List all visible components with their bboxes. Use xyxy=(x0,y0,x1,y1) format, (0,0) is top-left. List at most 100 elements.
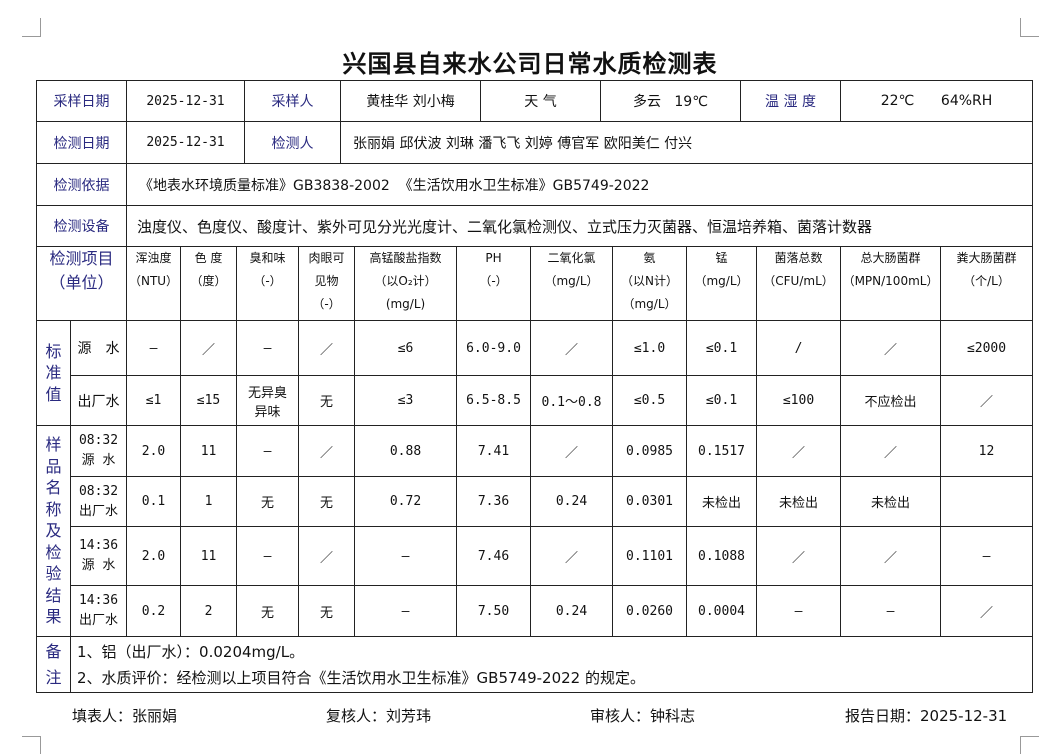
results-table: 检测项目 （单位） 浑浊度 （NTU）色 度 （度） 臭和味 （-） 肉眼可 见物 （… xyxy=(35,246,1033,693)
standard-value: ≤0.1 xyxy=(686,320,758,376)
items-header-label: 检测项目 （单位） xyxy=(35,246,128,321)
sample-date: 2025-12-31 xyxy=(126,80,245,122)
sample-value: 无 xyxy=(298,476,356,527)
sample-value: 12 xyxy=(940,425,1033,477)
sample-row: 样品名称及检验结果 08:32 源 水 2.0 11— ／ 0.88 7.41 ／ 0.0985… xyxy=(36,425,1033,637)
column-header: 浑浊度 （NTU） xyxy=(126,246,182,321)
sample-value: 7.46 xyxy=(456,526,532,586)
humidity-label: 温 湿 度 xyxy=(740,80,841,122)
sample-value: 未检出 xyxy=(686,476,758,527)
sample-value: 无 xyxy=(236,476,300,527)
sample-name: 08:32 源 水 xyxy=(69,425,128,477)
test-date: 2025-12-31 xyxy=(126,121,245,164)
sample-value: 无 xyxy=(298,585,356,637)
info-row-2: 检测日期 2025-12-31 检测人 张丽娟 邱伏波 刘琳 潘飞飞 刘婷 傅官… xyxy=(36,121,1033,164)
standard-value: ／ xyxy=(298,320,356,376)
standard-value: ≤100 xyxy=(756,375,842,426)
sample-value: ／ xyxy=(840,526,942,586)
temp-humidity: 22℃ 64%RH xyxy=(840,80,1033,122)
weather-label: 天 气 xyxy=(480,80,601,122)
standards-label: 标准值 xyxy=(36,320,71,426)
sample-value: ／ xyxy=(530,526,614,586)
corner-mark xyxy=(22,736,41,754)
standard-value: ／ xyxy=(940,375,1033,426)
sample-value: 0.0985 xyxy=(612,425,688,477)
samples-label-text: 样品名称及检验结果 xyxy=(45,435,62,627)
sample-value: ／ xyxy=(530,425,614,477)
weather: 多云 19℃ xyxy=(600,80,741,122)
info-row-1: 采样日期 2025-12-31 采样人 黄桂华 刘小梅 天 气 多云 19℃ 温… xyxy=(36,80,1033,122)
standard-value: ≤2000 xyxy=(940,320,1033,376)
column-header: 粪大肠菌群 （个/L） xyxy=(940,246,1033,321)
sample-value: — xyxy=(840,585,942,637)
reviewed-by: 复核人：刘芳玮 xyxy=(326,707,432,725)
remarks: 1、铝（出厂水）：0.0204mg/L。 2、水质评价：经检测以上项目符合《生活饮… xyxy=(70,636,1033,693)
standard-value: ≤6 xyxy=(354,320,458,376)
samplers: 黄桂华 刘小梅 xyxy=(340,80,481,122)
equipment: 浊度仪、色度仪、酸度计、紫外可见分光光度计、二氧化氯检测仪、立式压力灭菌器、恒温… xyxy=(126,205,1033,247)
report-date: 报告日期：2025-12-31 xyxy=(845,707,1008,725)
column-header: 菌落总数 （CFU/mL） xyxy=(756,246,842,321)
standard-value: 6.0-9.0 xyxy=(456,320,532,376)
sampler-label: 采样人 xyxy=(244,80,341,122)
remark-line: 2、水质评价：经检测以上项目符合《生活饮用水卫生标准》GB5749-2022 的… xyxy=(77,668,645,687)
testers: 张丽娟 邱伏波 刘琳 潘飞飞 刘婷 傅官军 欧阳美仁 付兴 xyxy=(340,121,1033,164)
sample-value: ／ xyxy=(940,585,1033,637)
page-title: 兴国县自来水公司日常水质检测表 xyxy=(342,49,718,78)
sample-value: 0.2 xyxy=(126,585,182,637)
sample-value: ／ xyxy=(298,526,356,586)
column-header: 总大肠菌群 （MPN/100mL） xyxy=(840,246,942,321)
sample-value: 7.50 xyxy=(456,585,532,637)
sample-row: 14:36 出厂水 0.2 2 无无 —7.50 0.24 0.0260 0.0004— — ／ xyxy=(37,585,1033,637)
remark-line: 1、铝（出厂水）：0.0204mg/L。 xyxy=(77,642,305,661)
sample-value: 1 xyxy=(180,476,238,527)
sample-value: ／ xyxy=(756,526,842,586)
sample-value: — xyxy=(236,526,300,586)
sample-value: 7.41 xyxy=(456,425,532,477)
filled-by: 填表人：张丽娟 xyxy=(72,707,178,725)
test-date-label: 检测日期 xyxy=(36,121,127,164)
sample-value: 未检出 xyxy=(840,476,942,527)
column-header: 氨 （以N计） （mg/L） xyxy=(612,246,688,321)
standard-value: 0.1～0.8 xyxy=(530,375,614,426)
sample-value: 0.88 xyxy=(354,425,458,477)
remarks-label: 备注 xyxy=(36,636,71,693)
info-row-3-4: 检测依据 《地表水环境质量标准》GB3838-2002 《生活饮用水卫生标准》G… xyxy=(36,163,1033,247)
sample-value: — xyxy=(236,425,300,477)
sample-value: 0.1101 xyxy=(612,526,688,586)
standard-value: 无异臭 异味 xyxy=(236,375,300,426)
column-header: 锰 （mg/L） xyxy=(686,246,758,321)
standard-value: — xyxy=(236,320,300,376)
standard-value: ≤0.1 xyxy=(686,375,758,426)
sample-value: 0.0260 xyxy=(612,585,688,637)
standard-value: 不应检出 xyxy=(840,375,942,426)
sample-value: — xyxy=(354,526,458,586)
sample-name: 14:36 源 水 xyxy=(69,526,128,586)
sample-value: 0.72 xyxy=(354,476,458,527)
sample-row: 14:36 源 水 2.0 11— ／ —7.46 ／ 0.1101 0.1088 ／／ — xyxy=(37,526,1033,586)
sample-value: 0.1 xyxy=(126,476,182,527)
equipment-label: 检测设备 xyxy=(36,205,127,247)
column-header: 高锰酸盐指数 （以O₂计） (mg/L) xyxy=(354,246,458,321)
sample-value: 2.0 xyxy=(126,425,182,477)
standard-row: 出厂水 ≤1 ≤15 无异臭 异味无 ≤3 6.5-8.5 0.1～0.8 ≤0.5 ≤0.1 ≤… xyxy=(37,375,1033,426)
sample-value: 11 xyxy=(180,425,238,477)
sample-value: 7.36 xyxy=(456,476,532,527)
samples-label: 样品名称及检验结果 xyxy=(36,425,71,637)
sample-name: 08:32 出厂水 xyxy=(69,476,128,527)
column-header: PH （-） xyxy=(456,246,532,321)
approved-by: 审核人：钟科志 xyxy=(590,707,696,725)
sample-value: 0.24 xyxy=(530,476,614,527)
sample-value: 2.0 xyxy=(126,526,182,586)
column-header: 色 度 （度） xyxy=(180,246,238,321)
standard-value: ≤1.0 xyxy=(612,320,688,376)
sample-value: 0.0004 xyxy=(686,585,758,637)
sample-value: 2 xyxy=(180,585,238,637)
corner-mark xyxy=(22,18,41,37)
sample-value: ／ xyxy=(756,425,842,477)
standard-value: 无 xyxy=(298,375,356,426)
sample-value: 11 xyxy=(180,526,238,586)
standard-value: ≤3 xyxy=(354,375,458,426)
basis-label: 检测依据 xyxy=(36,163,127,206)
